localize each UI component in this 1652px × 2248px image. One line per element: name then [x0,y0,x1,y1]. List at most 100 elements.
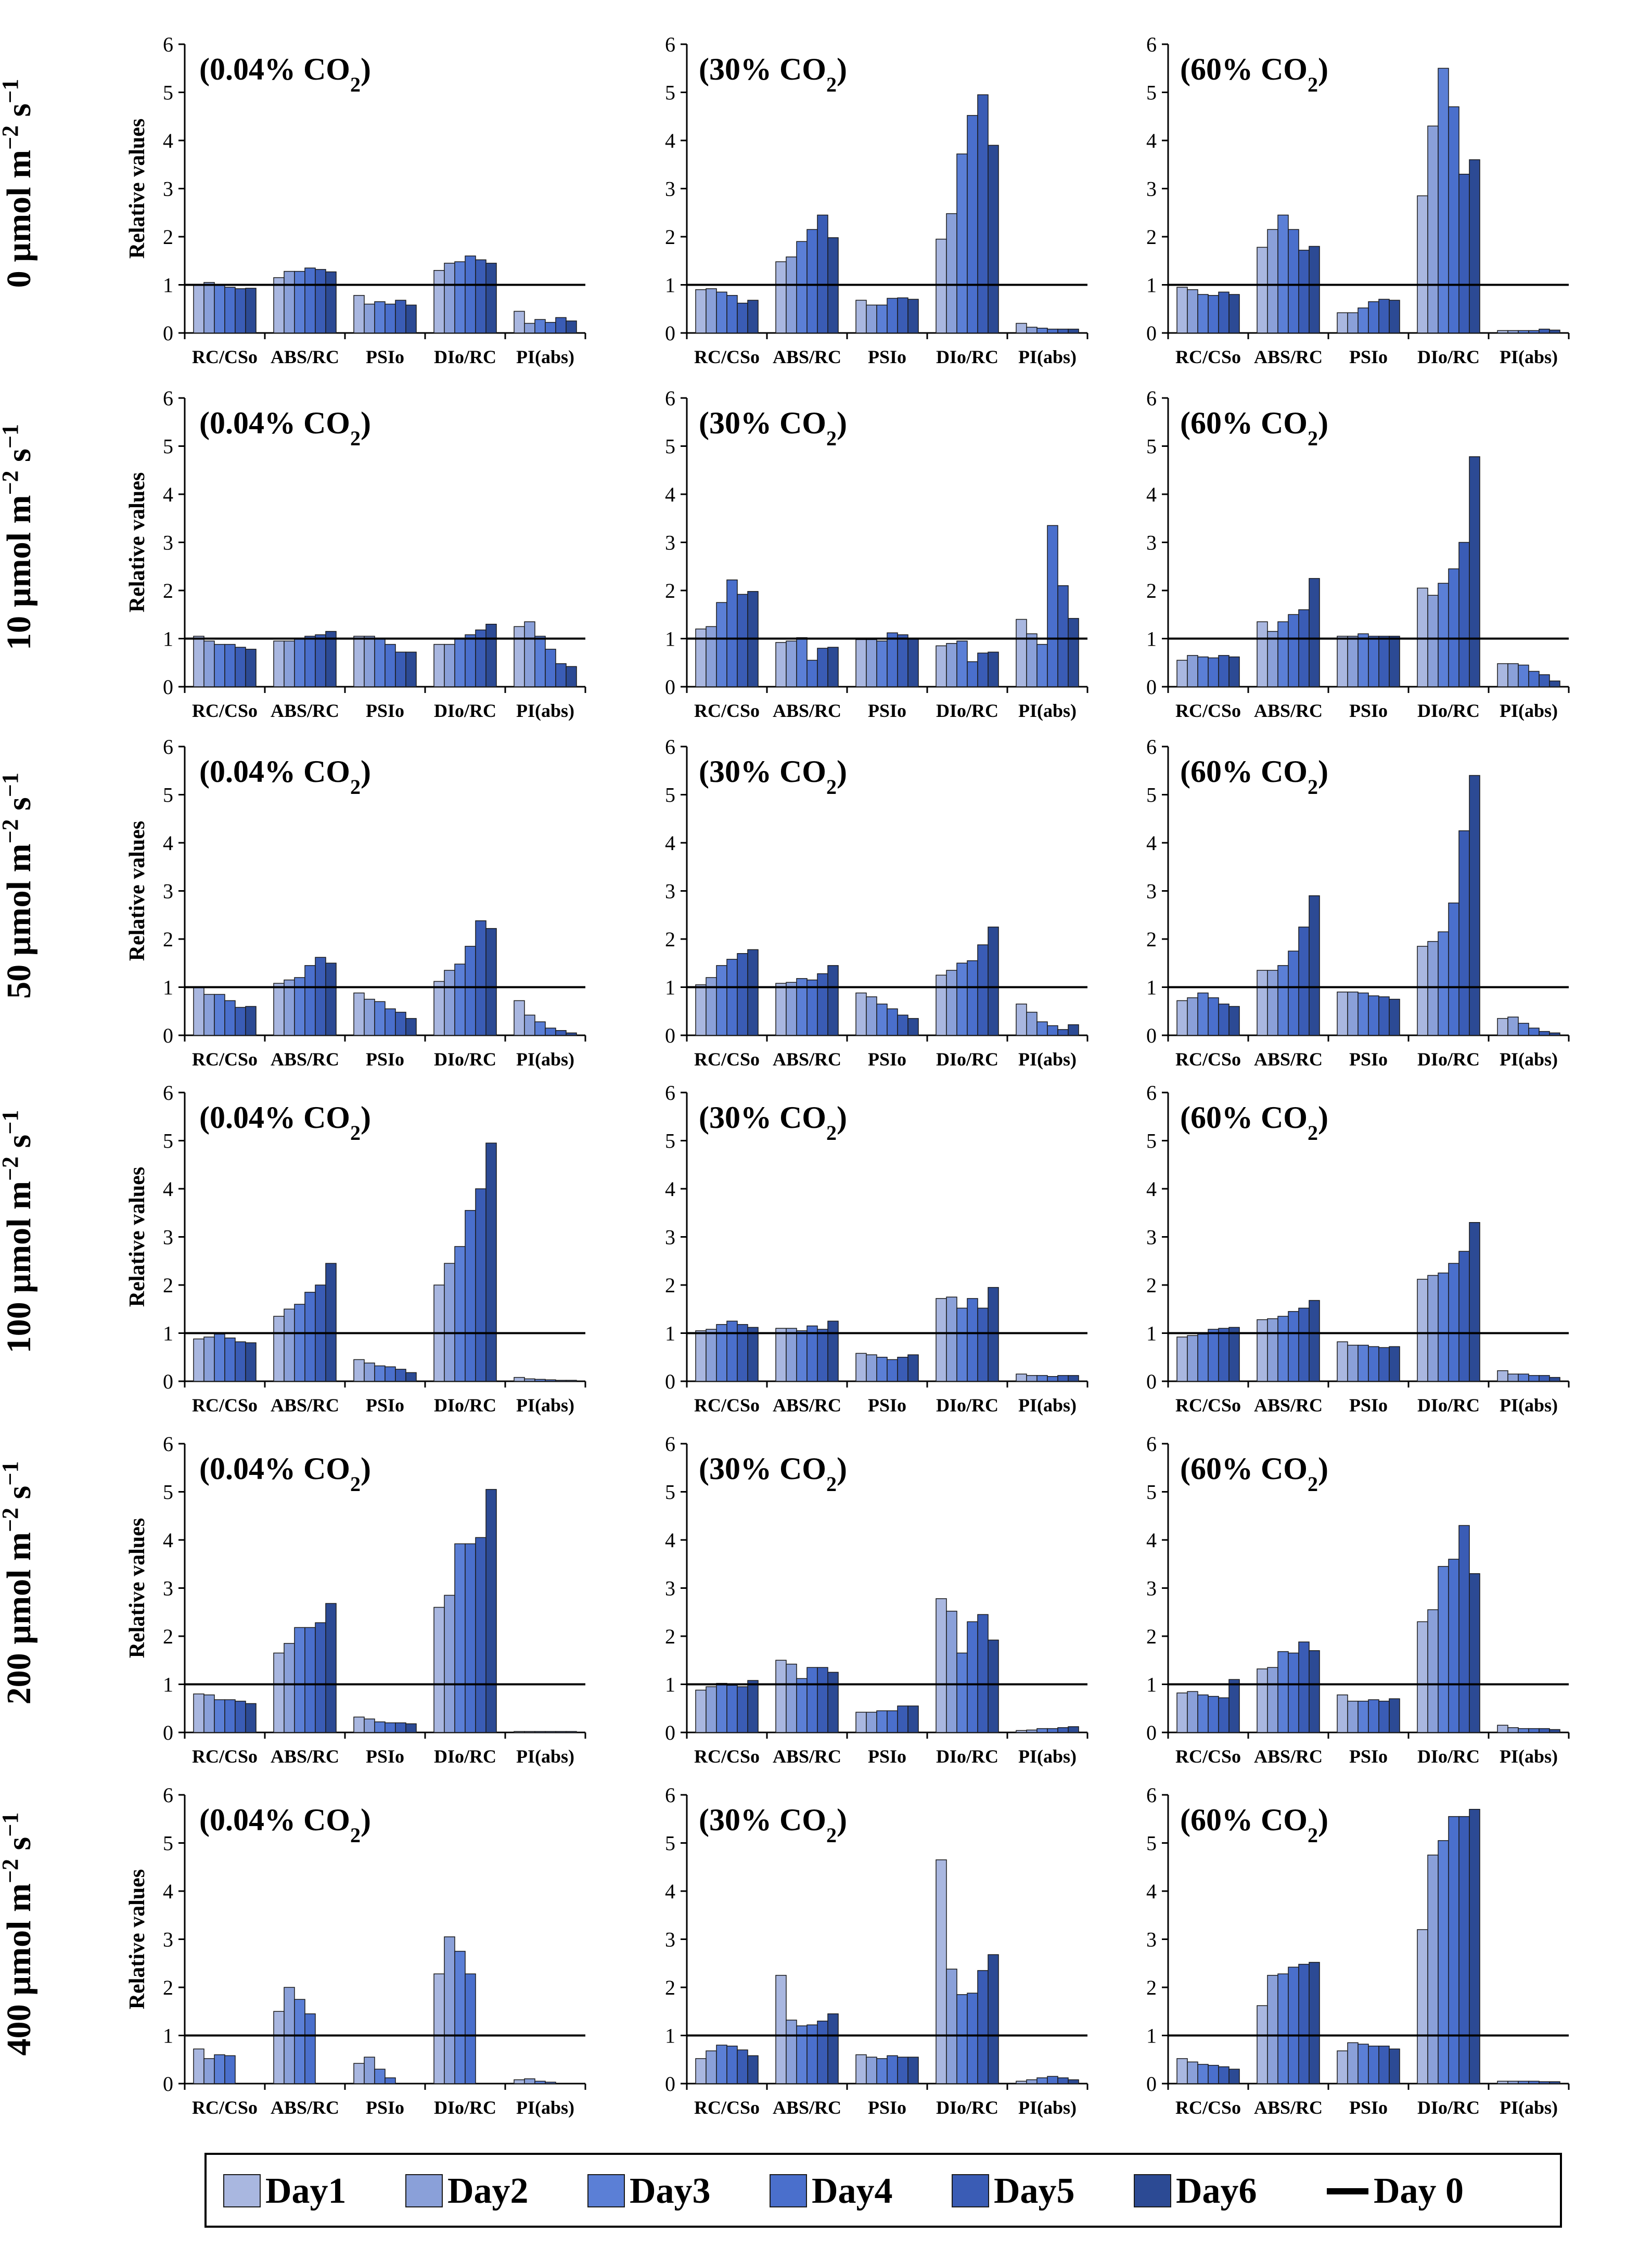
bar-abs-rc-day3 [294,1304,305,1382]
y-tick-label: 3 [665,880,675,903]
bar-abs-rc-day3 [1277,1651,1289,1733]
x-category-label: RC/CSo [694,1746,760,1767]
panel-title: (0.04% CO2) [199,1803,371,1847]
bar-pi-abs--day2 [524,1014,535,1036]
y-tick-label: 6 [665,387,675,410]
row-label: 50 µmol m−2 s−1 [0,773,38,999]
y-tick-label: 5 [163,1129,173,1153]
bar-dio-rc-day1 [936,1298,947,1382]
bar-abs-rc-day1 [273,2011,285,2084]
bar-pi-abs--day3 [534,319,546,333]
bar-rc-cso-day6 [1228,1006,1240,1036]
y-tick-label: 3 [665,177,675,201]
bar-pi-abs--day2 [1507,1373,1519,1382]
bar-psio-day5 [897,634,908,687]
y-tick-label: 4 [163,1528,173,1552]
bar-rc-cso-day5 [737,594,748,687]
y-tick-label: 5 [163,783,173,807]
y-tick-label: 6 [163,1783,173,1807]
y-tick-label: 2 [163,1625,173,1648]
bar-dio-rc-day2 [1427,941,1439,1036]
y-tick-label: 3 [163,1928,173,1951]
bar-dio-rc-day2 [946,643,957,687]
bar-pi-abs--day2 [1026,327,1038,333]
x-category-label: ABS/RC [1254,1049,1323,1070]
bar-rc-cso-day2 [203,640,215,687]
bar-dio-rc-day6 [988,651,999,687]
x-category-label: DIo/RC [434,346,496,367]
y-tick-label: 3 [665,1226,675,1249]
y-tick-label: 4 [1146,129,1157,152]
bar-pi-abs--day1 [1016,323,1027,333]
bar-rc-cso-day2 [706,1329,717,1382]
bar-psio-day1 [353,636,365,687]
bar-abs-rc-day5 [817,648,828,687]
x-category-label: DIo/RC [1417,346,1480,367]
bar-dio-rc-day2 [946,1611,957,1733]
panel-1-0: 0 1 2 3 4 5 6 Relative values RC/CSo ABS/RC PSIo DI… [125,387,586,721]
row-labels: 0 µmol m−2 s−1 10 µmol m−2 s−1 50 µmol m−2… [0,79,38,2056]
y-tick-label: 1 [665,1673,675,1697]
y-tick-label: 4 [1146,483,1157,506]
y-tick-label: 6 [163,1432,173,1456]
y-tick-label: 6 [665,1432,675,1456]
bar-dio-rc-day1 [936,1598,947,1733]
x-category-label: DIo/RC [936,700,998,721]
bar-dio-rc-day6 [485,1489,497,1733]
bar-pi-abs--day3 [1518,1373,1529,1382]
bar-rc-cso-day4 [224,1699,236,1733]
bar-psio-day3 [876,1357,888,1382]
y-tick-label: 6 [665,735,675,759]
x-category-label: RC/CSo [1175,2097,1241,2118]
bar-dio-rc-day5 [475,259,486,333]
x-category-label: RC/CSo [1175,700,1241,721]
bar-dio-rc-day5 [475,1188,486,1382]
bar-rc-cso-day1 [1176,1692,1188,1733]
y-tick-label: 4 [665,1880,675,1903]
y-tick-label: 0 [163,1024,173,1047]
bar-rc-cso-day5 [235,647,246,687]
bar-dio-rc-day2 [1427,1854,1439,2084]
bar-dio-rc-day1 [1417,195,1428,333]
bar-rc-cso-day2 [1187,289,1198,333]
bar-dio-rc-day1 [936,645,947,687]
y-tick-label: 0 [665,1721,675,1744]
bar-pi-abs--day4 [545,1731,556,1733]
y-tick-label: 2 [665,928,675,951]
bar-abs-rc-day5 [1298,1641,1310,1733]
bar-dio-rc-day1 [1417,1621,1428,1733]
row-label: 400 µmol m−2 s−1 [0,1813,38,2056]
x-category-label: RC/CSo [694,1049,760,1070]
y-tick-label: 3 [665,1928,675,1951]
x-category-label: ABS/RC [773,1746,841,1767]
bar-abs-rc-day4 [1288,1967,1299,2084]
row-label: 200 µmol m−2 s−1 [0,1461,38,1705]
bar-psio-day3 [876,1004,888,1036]
bar-pi-abs--day5 [1539,674,1550,687]
y-tick-label: 5 [1146,1481,1157,1504]
y-tick-label: 1 [163,1322,173,1345]
y-tick-label: 6 [665,33,675,56]
bar-psio-day2 [364,636,375,687]
legend-label: Day4 [812,2171,893,2211]
bar-psio-day3 [876,640,888,687]
legend-swatch-day1 [223,2174,261,2207]
bar-abs-rc-day1 [273,277,285,333]
y-tick-label: 5 [1146,783,1157,807]
bar-dio-rc-day2 [946,1296,957,1382]
y-tick-label: 5 [665,1481,675,1504]
bar-dio-rc-day4 [967,1298,978,1382]
bar-pi-abs--day5 [1057,328,1069,333]
legend-label: Day3 [630,2171,711,2211]
bar-dio-rc-day4 [465,1973,476,2084]
bar-dio-rc-day3 [454,261,466,333]
bar-psio-day2 [364,998,375,1036]
bar-abs-rc-day2 [1267,1318,1278,1382]
bar-rc-cso-day5 [1218,291,1230,333]
panel-3-1: 0 1 2 3 4 5 6 RC/CSo ABS/RC PSIo DIo/RC PI(abs) (30%… [665,1081,1088,1416]
y-tick-label: 6 [665,1783,675,1807]
x-category-label: PSIo [366,1746,404,1767]
bar-abs-rc-day6 [827,2013,839,2084]
bar-pi-abs--day6 [1068,1024,1079,1036]
